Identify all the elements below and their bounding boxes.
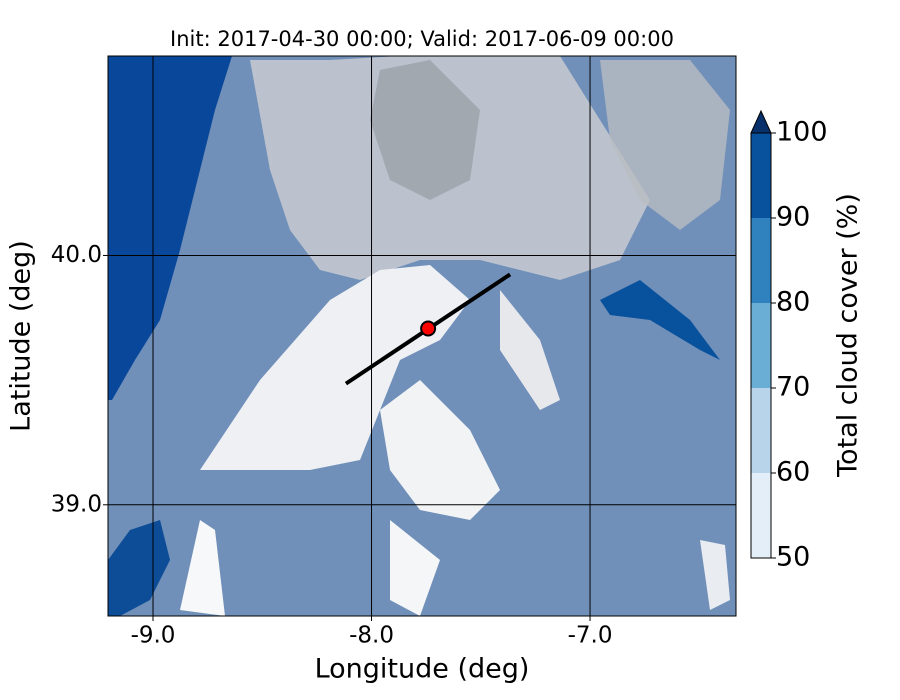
map-frame [107,55,737,617]
cloud-free [390,520,440,616]
colorbar-segment [751,218,771,303]
cloud-free [500,290,560,410]
cloud-free [200,265,470,470]
colorbar-tick-label: 90 [776,202,810,233]
colorbar-segment [751,388,771,473]
colorbar-tick-label: 60 [776,457,810,488]
colorbar-tick-label: 100 [776,117,828,148]
cloud-free [380,380,500,520]
y-axis-label: Latitude (deg) [6,240,37,432]
terrain [370,60,480,200]
cloud-band [600,280,720,360]
x-tick-label: -9.0 [131,623,176,649]
colorbar-frame [750,132,772,559]
cloud-free [700,540,730,610]
cloud-free [180,520,225,616]
y-tick-label: 39.0 [51,491,102,517]
x-tick-label: -8.0 [349,623,394,649]
colorbar-segment [751,303,771,388]
map [108,56,736,616]
colorbar-tick-label: 50 [776,542,810,573]
colorbar-extend [750,109,772,134]
y-tick-label: 40.0 [51,242,102,268]
colorbar-tick-label: 70 [776,372,810,403]
x-axis-label: Longitude (deg) [315,654,530,685]
ocean [108,56,232,400]
x-tick-label: -7.0 [568,623,613,649]
chart-title: Init: 2017-04-30 00:00; Valid: 2017-06-0… [170,27,674,51]
ocean [108,520,170,616]
location-point [420,320,437,337]
colorbar-segment [751,473,771,558]
colorbar-tick-label: 80 [776,287,810,318]
colorbar-label: Total cloud cover (%) [833,193,864,478]
colorbar-segment [751,133,771,218]
cloud-free [600,60,730,230]
